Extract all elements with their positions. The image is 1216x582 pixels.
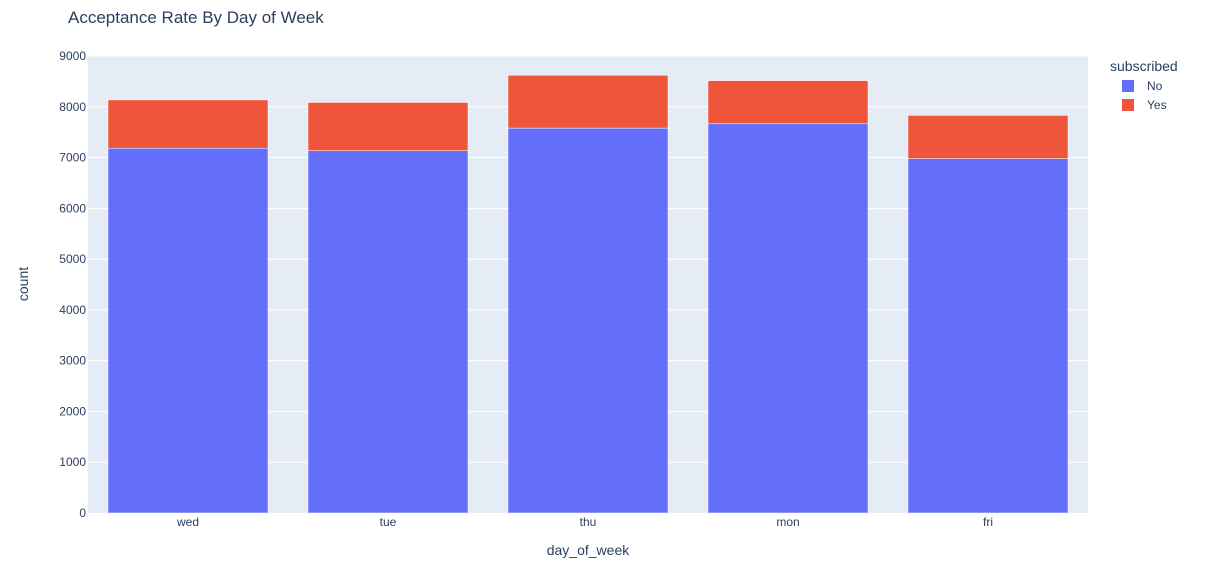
bar-no-tue	[307, 150, 469, 514]
y-axis-ticks: 0 1000 2000 3000 4000 5000 6000 7000 8000 9000	[59, 49, 86, 520]
bar-no-thu	[507, 127, 669, 514]
x-tick-label: tue	[380, 515, 397, 529]
bar-yes-tue	[307, 102, 469, 151]
x-tick-label: thu	[580, 515, 597, 529]
x-tick-label: fri	[983, 515, 993, 529]
x-tick-label: wed	[176, 515, 199, 529]
y-tick-label: 3000	[59, 354, 86, 368]
bar-no-wed	[107, 147, 269, 514]
legend-swatch-no	[1122, 80, 1134, 92]
x-tick-label: mon	[776, 515, 799, 529]
bar-yes-thu	[507, 75, 669, 129]
x-axis-title: day_of_week	[547, 542, 631, 558]
legend-label-yes: Yes	[1147, 98, 1167, 112]
y-tick-label: 0	[79, 506, 86, 520]
y-tick-label: 2000	[59, 404, 86, 418]
legend: subscribed No Yes	[1110, 58, 1178, 112]
bar-no-mon	[707, 123, 869, 514]
bar-yes-wed	[107, 99, 269, 149]
x-axis-ticks: wed tue thu mon fri	[176, 515, 993, 529]
y-tick-label: 9000	[59, 49, 86, 63]
y-tick-label: 6000	[59, 201, 86, 215]
bars	[107, 75, 1069, 514]
y-tick-label: 1000	[59, 455, 86, 469]
bar-yes-fri	[907, 115, 1069, 159]
chart-title: Acceptance Rate By Day of Week	[68, 8, 324, 27]
y-axis-title: count	[15, 267, 31, 301]
bar-no-fri	[907, 158, 1069, 514]
legend-title: subscribed	[1110, 58, 1178, 74]
legend-label-no: No	[1147, 79, 1163, 93]
y-tick-label: 7000	[59, 151, 86, 165]
bar-yes-mon	[707, 80, 869, 125]
legend-swatch-yes	[1122, 99, 1134, 111]
y-tick-label: 4000	[59, 303, 86, 317]
y-tick-label: 5000	[59, 252, 86, 266]
y-tick-label: 8000	[59, 100, 86, 114]
